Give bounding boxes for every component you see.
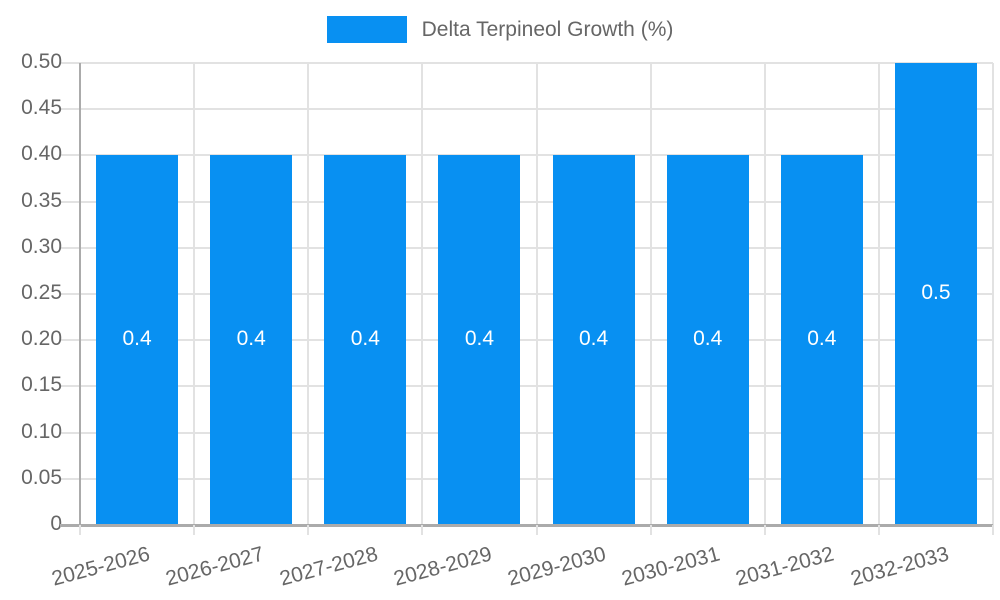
y-gridline <box>60 339 993 342</box>
bar-value-label: 0.4 <box>122 327 152 351</box>
x-tick <box>992 525 994 535</box>
x-gridline <box>649 63 652 525</box>
bar: 0.4 <box>210 155 293 525</box>
x-tick <box>421 525 424 535</box>
bar: 0.4 <box>552 155 635 525</box>
x-gridline <box>193 63 196 525</box>
bar: 0.4 <box>96 155 179 525</box>
bar-value-label: 0.4 <box>807 327 837 351</box>
y-gridline <box>60 477 993 480</box>
x-tick <box>307 525 310 535</box>
y-tick-label: 0.30 <box>21 234 62 258</box>
x-tick-label: 2026-2027 <box>163 542 267 591</box>
y-axis-line <box>79 63 81 525</box>
y-tick-label: 0.45 <box>21 96 62 120</box>
bar-value-label: 0.5 <box>921 281 951 304</box>
y-gridline <box>60 62 993 64</box>
bar-value-label: 0.4 <box>464 327 495 351</box>
x-gridline <box>763 63 766 525</box>
y-gridline <box>60 200 993 203</box>
y-tick-label: 0.15 <box>21 373 62 397</box>
x-tick <box>877 525 880 535</box>
x-tick-label: 2027-2028 <box>277 542 381 591</box>
x-tick <box>763 525 766 535</box>
y-gridline <box>60 293 993 295</box>
x-tick-label: 2029-2030 <box>505 542 609 591</box>
y-gridline <box>60 431 993 434</box>
bar-value-label: 0.4 <box>236 327 266 351</box>
x-tick <box>79 525 81 535</box>
bar-value-label: 0.4 <box>578 327 609 351</box>
y-tick-label: 0.35 <box>21 188 62 212</box>
x-gridline <box>421 63 424 525</box>
x-axis-line <box>60 524 993 527</box>
legend[interactable]: Delta Terpineol Growth (%) <box>0 16 1000 43</box>
x-tick-label: 2031-2032 <box>733 542 837 591</box>
legend-swatch <box>326 16 407 43</box>
x-tick-label: 2028-2029 <box>391 542 495 591</box>
y-tick-label: 0.20 <box>21 327 62 351</box>
x-tick <box>535 525 538 535</box>
x-tick-label: 2032-2033 <box>847 542 951 591</box>
x-tick-label: 2025-2026 <box>48 542 152 591</box>
y-tick-label: 0 <box>50 512 62 535</box>
y-tick-label: 0.40 <box>21 142 62 166</box>
x-gridline <box>307 63 310 525</box>
y-tick-label: 0.50 <box>21 50 62 73</box>
bar-value-label: 0.4 <box>350 327 380 351</box>
bar-value-label: 0.4 <box>693 327 723 351</box>
x-tick <box>649 525 652 535</box>
y-gridline <box>60 108 993 111</box>
bar: 0.4 <box>666 155 749 525</box>
x-gridline <box>992 63 994 525</box>
bar: 0.5 <box>894 63 977 525</box>
bar: 0.4 <box>438 155 521 525</box>
legend-series-label: Delta Terpineol Growth (%) <box>421 17 674 41</box>
y-tick-label: 0.05 <box>21 465 62 489</box>
x-gridline <box>535 63 538 525</box>
x-tick <box>193 525 196 535</box>
y-gridline <box>60 154 993 157</box>
y-gridline <box>60 385 993 388</box>
bar: 0.4 <box>324 155 407 525</box>
y-gridline <box>60 246 993 249</box>
y-tick-label: 0.10 <box>21 419 62 443</box>
bar: 0.4 <box>780 155 863 525</box>
y-tick-label: 0.25 <box>21 281 62 304</box>
x-gridline <box>877 63 880 525</box>
x-tick-label: 2030-2031 <box>619 542 723 591</box>
